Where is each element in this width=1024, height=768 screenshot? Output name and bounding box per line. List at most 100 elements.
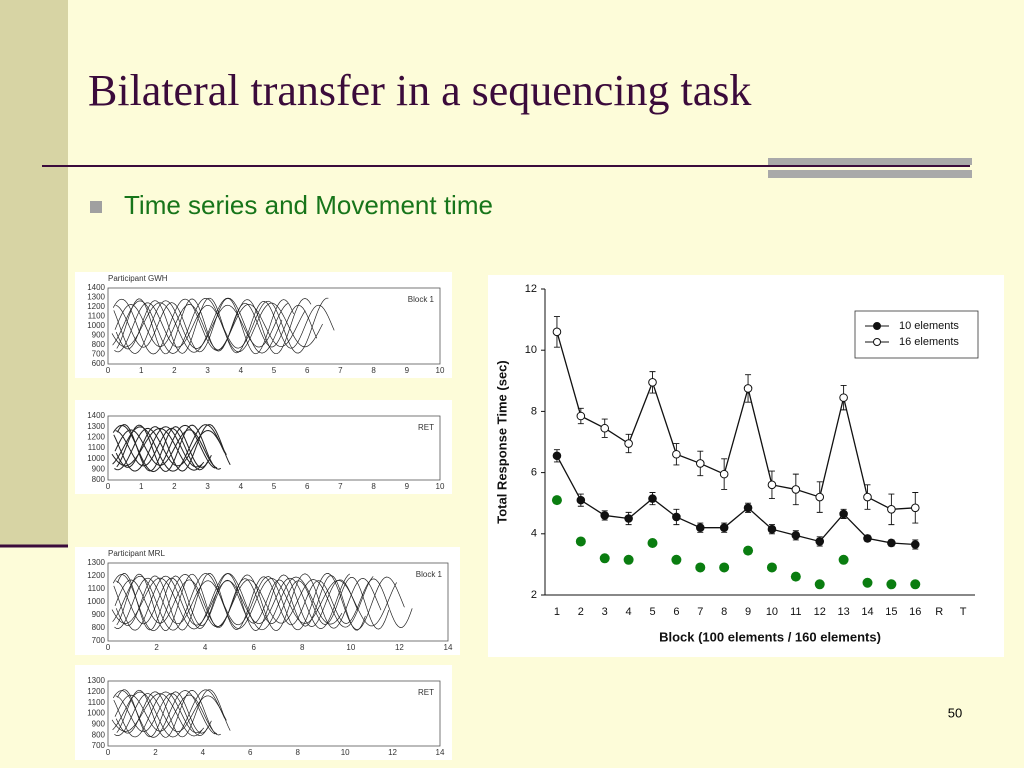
point [743, 503, 753, 513]
panel-x-tick: 1 [139, 366, 144, 375]
panel-tag: RET [418, 688, 434, 697]
panel-y-tick: 1000 [87, 321, 105, 330]
point [576, 411, 586, 421]
panel-y-tick: 1300 [87, 676, 105, 685]
point [552, 327, 562, 337]
panel-y-tick: 700 [92, 350, 106, 359]
point [862, 577, 873, 588]
panel-trace [116, 424, 212, 472]
panel-y-tick: 1000 [87, 454, 105, 463]
panel-tag: RET [418, 423, 434, 432]
panel-trace [115, 424, 231, 472]
y-tick-label: 12 [525, 283, 537, 295]
point [575, 536, 586, 547]
point [814, 579, 825, 590]
panel-trace [115, 427, 209, 471]
x-tick-label: 2 [578, 606, 584, 618]
x-tick-label: 11 [790, 606, 801, 618]
panel-x-tick: 14 [436, 748, 445, 757]
point [552, 451, 562, 461]
point [647, 537, 658, 548]
panel-x-tick: 7 [338, 482, 343, 491]
point [910, 503, 920, 513]
x-tick-label: T [960, 606, 967, 618]
panel-x-tick: 12 [395, 643, 404, 652]
point [695, 459, 705, 468]
point [695, 562, 706, 573]
panel-x-tick: 4 [239, 366, 244, 375]
panel-y-tick: 1100 [88, 584, 106, 593]
point [551, 495, 562, 506]
panel-x-tick: 6 [305, 366, 310, 375]
panel-y-tick: 800 [92, 340, 106, 349]
point [766, 562, 777, 573]
panel-trace [116, 689, 221, 738]
panel-y-tick: 900 [92, 719, 106, 728]
x-tick-label: 9 [745, 606, 751, 618]
point [910, 540, 920, 549]
panel-x-tick: 6 [305, 482, 310, 491]
panel-y-tick: 700 [92, 636, 106, 645]
side-bar [0, 0, 68, 546]
point [790, 571, 801, 582]
point [910, 579, 921, 590]
panel-trace [117, 573, 366, 631]
point [695, 523, 705, 532]
panel-y-tick: 1300 [87, 293, 105, 302]
legend-box [854, 310, 979, 359]
panel-y-tick: 1400 [87, 411, 105, 420]
point [719, 562, 730, 573]
x-tick-label: 10 [766, 606, 778, 618]
point [887, 505, 896, 514]
panel-y-tick: 1100 [88, 312, 106, 321]
point [671, 554, 682, 565]
x-tick-label: R [935, 606, 943, 618]
panel-trace [116, 424, 221, 472]
panel-trace [111, 693, 203, 737]
point [815, 492, 825, 502]
point [791, 485, 801, 494]
point [863, 492, 872, 502]
panel-trace [114, 297, 329, 354]
x-tick-label: 16 [909, 606, 921, 618]
panel-trace [115, 573, 358, 631]
panel-x-tick: 9 [405, 482, 410, 491]
panel-x-tick: 0 [106, 366, 111, 375]
panel-y-tick: 900 [92, 464, 106, 473]
y-tick-label: 10 [525, 344, 537, 356]
panel-trace [112, 574, 374, 632]
panel-bg [75, 272, 452, 378]
panel-y-tick: 1200 [87, 302, 105, 311]
x-tick-label: 13 [837, 606, 849, 618]
panel-trace [113, 426, 205, 472]
panel-frame [107, 287, 441, 365]
panel-label: Participant MRL [108, 549, 165, 558]
point [719, 523, 729, 532]
x-tick-label: 1 [554, 606, 560, 618]
panel-x-tick: 9 [405, 366, 410, 375]
panel-frame [107, 415, 441, 481]
bullet-icon [90, 201, 102, 213]
point [600, 511, 610, 520]
legend-label: 16 elements [899, 336, 959, 348]
panel-x-tick: 2 [172, 366, 177, 375]
panel-x-tick: 8 [371, 482, 376, 491]
point [600, 423, 610, 433]
panel-bg [75, 547, 460, 655]
point [672, 512, 681, 522]
panel-x-tick: 6 [248, 748, 253, 757]
series-line [556, 331, 916, 510]
panel-x-tick: 3 [205, 482, 210, 491]
x-tick-label: 6 [673, 606, 679, 618]
panel-frame [107, 562, 449, 642]
point [623, 554, 634, 565]
y-tick-label: 8 [531, 405, 537, 417]
panel-y-tick: 800 [92, 730, 106, 739]
panel-x-tick: 4 [239, 482, 244, 491]
panel-x-tick: 8 [371, 366, 376, 375]
point [624, 514, 633, 523]
y-axis-label: Total Response Time (sec) [494, 360, 509, 524]
x-tick-label: 7 [697, 606, 703, 618]
panel-trace [116, 298, 318, 355]
panel-tag: Block 1 [408, 295, 435, 304]
